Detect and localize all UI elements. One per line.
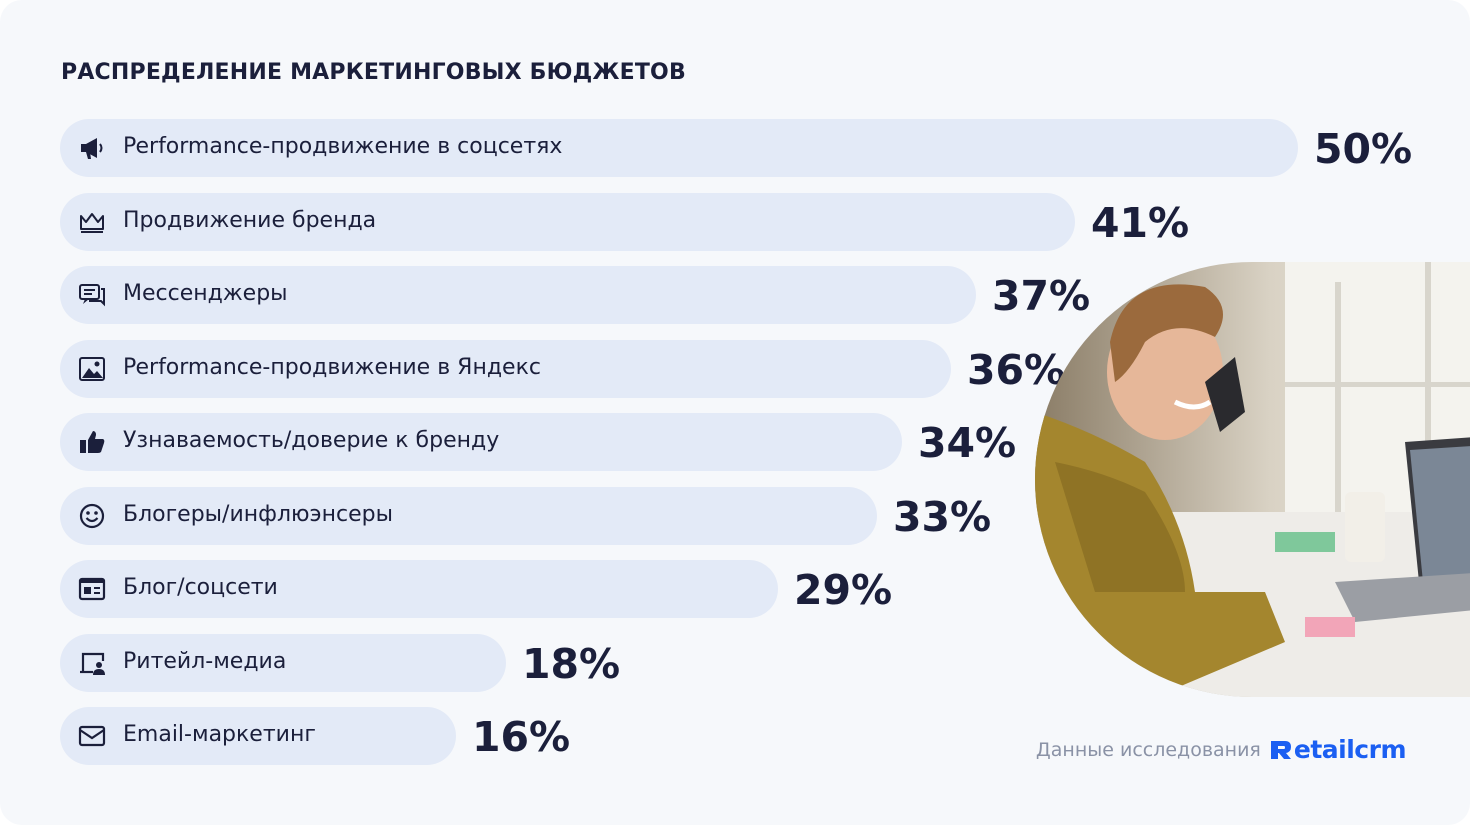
bar: Продвижение бренда <box>60 193 1075 251</box>
bar-category-label: Performance-продвижение в Яндекс <box>123 355 541 380</box>
bar-value-label: 16% <box>472 713 571 761</box>
bar-category-label: Продвижение бренда <box>123 208 377 233</box>
bar: Ритейл-медиа <box>60 634 506 692</box>
bar-value-label: 29% <box>794 566 893 614</box>
chat-icon <box>76 279 108 311</box>
thumbs-up-icon <box>76 426 108 458</box>
bar-value-label: 34% <box>918 419 1017 467</box>
bar: Блог/соцсети <box>60 560 778 618</box>
browser-icon <box>76 573 108 605</box>
bar: Performance-продвижение в Яндекс <box>60 340 951 398</box>
crown-icon <box>76 206 108 238</box>
bar-category-label: Узнаваемость/доверие к бренду <box>123 428 500 453</box>
bar-category-label: Performance-продвижение в соцсетях <box>123 134 563 159</box>
mail-icon <box>76 720 108 752</box>
bar-value-label: 37% <box>992 272 1091 320</box>
bar-category-label: Блогеры/инфлюэнсеры <box>123 502 393 527</box>
bar-value-label: 36% <box>967 346 1066 394</box>
bar-value-label: 18% <box>522 640 621 688</box>
bar-category-label: Мессенджеры <box>123 281 288 306</box>
bar: Email-маркетинг <box>60 707 456 765</box>
bar: Узнаваемость/доверие к бренду <box>60 413 902 471</box>
retailcrm-logo-mark-icon <box>1270 740 1291 759</box>
retailcrm-logo-text: etailcrm <box>1293 735 1407 764</box>
bar-value-label: 50% <box>1314 125 1413 173</box>
retailcrm-logo: etailcrm <box>1269 735 1407 764</box>
bar-value-label: 33% <box>893 493 992 541</box>
bar: Мессенджеры <box>60 266 976 324</box>
bar-category-label: Блог/соцсети <box>123 575 278 600</box>
display-person-icon <box>76 647 108 679</box>
bar: Performance-продвижение в соцсетях <box>60 119 1298 177</box>
bar: Блогеры/инфлюэнсеры <box>60 487 877 545</box>
woman-on-phone-photo <box>1035 262 1470 697</box>
smiley-icon <box>76 500 108 532</box>
chart-title: РАСПРЕДЕЛЕНИЕ МАРКЕТИНГОВЫХ БЮДЖЕТОВ <box>61 60 686 85</box>
source-footer: Данные исследования etailcrm <box>1035 735 1407 764</box>
bar-value-label: 41% <box>1091 199 1190 247</box>
bar-category-label: Email-маркетинг <box>123 722 316 747</box>
megaphone-icon <box>76 132 108 164</box>
bar-category-label: Ритейл-медиа <box>123 649 287 674</box>
image-icon <box>76 353 108 385</box>
source-text: Данные исследования <box>1035 738 1261 761</box>
